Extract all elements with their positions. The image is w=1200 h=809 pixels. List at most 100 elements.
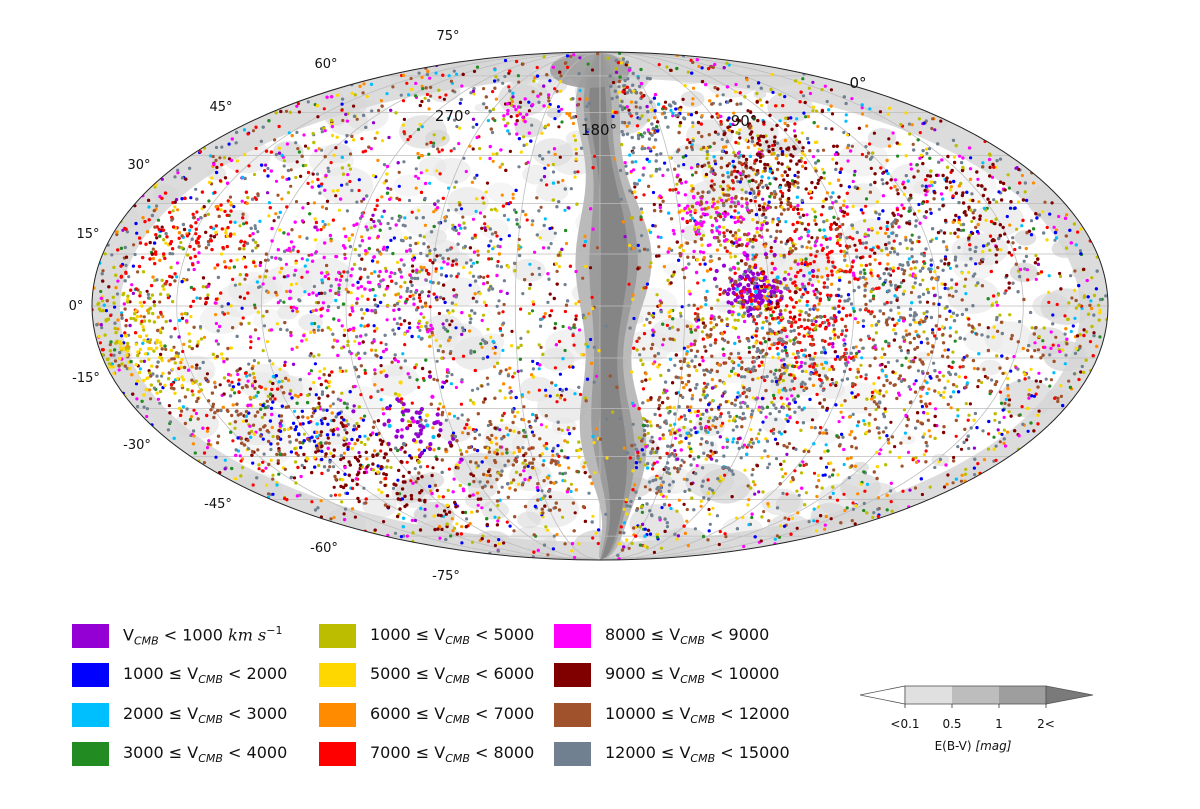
galaxy-point — [587, 312, 591, 316]
galaxy-point — [707, 507, 711, 512]
galaxy-point — [345, 209, 349, 213]
galaxy-point — [435, 359, 439, 363]
galaxy-point — [264, 149, 269, 153]
galaxy-point — [988, 248, 992, 252]
galaxy-point — [885, 169, 889, 173]
galaxy-point — [345, 182, 349, 186]
galaxy-point — [924, 147, 929, 151]
galaxy-point — [251, 483, 255, 487]
galaxy-point — [544, 425, 549, 429]
galaxy-point — [369, 82, 374, 86]
galaxy-point — [574, 157, 578, 161]
galaxy-point — [783, 308, 787, 312]
extinction-patch — [222, 139, 271, 174]
galaxy-point — [440, 148, 444, 152]
galaxy-point — [1037, 213, 1041, 217]
galaxy-point — [655, 491, 659, 495]
galaxy-point — [732, 437, 736, 441]
galaxy-point — [452, 147, 456, 151]
galaxy-point — [513, 371, 517, 375]
galaxy-point — [830, 127, 834, 131]
galaxy-point — [329, 118, 334, 123]
galaxy-point — [873, 251, 877, 255]
galaxy-point — [495, 152, 499, 156]
galaxy-point — [631, 469, 635, 473]
galaxy-point — [760, 456, 764, 460]
galaxy-point — [545, 73, 549, 77]
galaxy-point — [632, 316, 636, 321]
galaxy-point — [274, 111, 278, 115]
galaxy-point — [635, 348, 639, 352]
galaxy-point — [385, 318, 389, 322]
galaxy-point — [543, 217, 547, 221]
galaxy-point — [699, 504, 703, 508]
galaxy-point — [649, 261, 653, 265]
galaxy-point — [429, 140, 433, 145]
galaxy-point — [1006, 173, 1010, 177]
galaxy-point — [345, 491, 349, 495]
galaxy-point — [147, 369, 151, 373]
galaxy-point — [425, 464, 430, 469]
galaxy-point — [678, 124, 682, 128]
galaxy-point — [532, 550, 536, 554]
galaxy-point — [877, 426, 881, 430]
galaxy-point — [214, 455, 218, 459]
galaxy-point — [398, 316, 402, 320]
galaxy-point — [619, 525, 623, 529]
galaxy-point — [977, 200, 981, 204]
galaxy-point — [1007, 251, 1011, 255]
galaxy-point — [1020, 173, 1024, 178]
galaxy-point — [463, 226, 467, 230]
galaxy-point — [527, 311, 532, 316]
galaxy-point — [214, 313, 218, 317]
galaxy-point — [836, 217, 840, 221]
galaxy-point — [596, 541, 600, 546]
galaxy-point — [707, 529, 711, 533]
galaxy-point — [264, 387, 268, 391]
galaxy-point — [158, 234, 162, 238]
galaxy-point — [358, 84, 362, 88]
galaxy-point — [458, 203, 462, 207]
galaxy-point — [770, 400, 774, 404]
galaxy-point — [147, 205, 151, 209]
galaxy-point — [829, 517, 833, 521]
galaxy-point — [279, 327, 283, 331]
galaxy-point — [473, 292, 477, 296]
galaxy-point — [435, 169, 439, 173]
galaxy-point — [956, 408, 960, 412]
galaxy-point — [462, 265, 466, 270]
galaxy-point — [190, 365, 194, 369]
galaxy-point — [685, 519, 689, 523]
galaxy-point — [467, 482, 471, 486]
galaxy-point — [352, 424, 356, 428]
galaxy-point — [389, 187, 393, 191]
galaxy-point — [746, 84, 751, 89]
galaxy-point — [605, 456, 609, 460]
galaxy-point — [964, 467, 968, 471]
galaxy-point — [377, 488, 381, 492]
galaxy-point — [623, 161, 627, 165]
galaxy-point — [403, 216, 407, 220]
galaxy-point — [686, 361, 690, 365]
galaxy-point — [1029, 219, 1034, 223]
galaxy-point — [633, 185, 637, 189]
galaxy-point — [326, 326, 330, 330]
galaxy-point — [220, 163, 224, 167]
galaxy-point — [635, 339, 639, 343]
galaxy-point — [282, 300, 286, 304]
galaxy-point — [495, 304, 499, 308]
galaxy-point — [227, 142, 231, 146]
galaxy-point — [557, 454, 561, 458]
galaxy-point — [458, 483, 462, 488]
galaxy-point — [705, 156, 709, 161]
galaxy-point — [362, 486, 366, 490]
extinction-patch — [1009, 262, 1038, 283]
galaxy-point — [928, 270, 933, 274]
galaxy-point — [299, 393, 303, 397]
galaxy-point — [341, 118, 345, 123]
extinction-patch — [736, 211, 765, 231]
galaxy-point — [130, 283, 134, 287]
galaxy-point — [907, 122, 912, 126]
galaxy-point — [842, 95, 846, 99]
galaxy-point — [941, 374, 946, 378]
